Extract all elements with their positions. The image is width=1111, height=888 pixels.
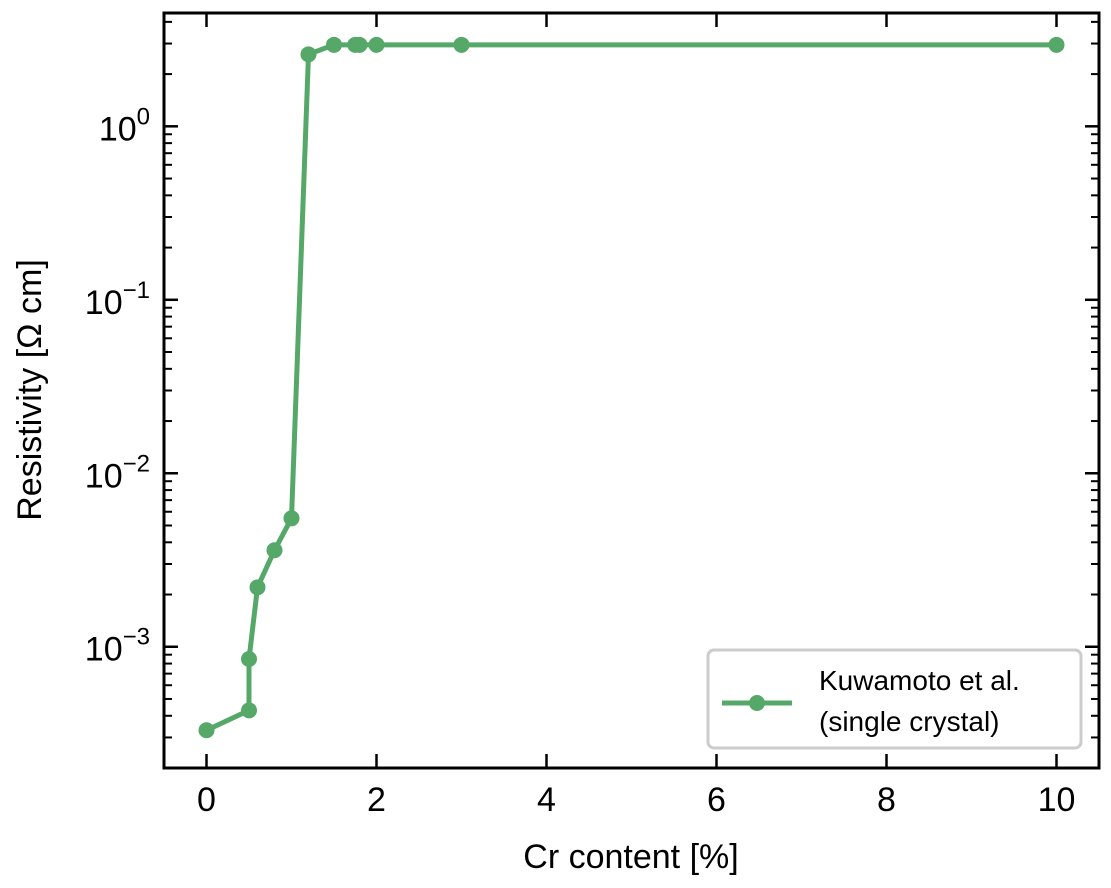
data-point [351, 36, 368, 53]
y-tick-label-exponent: −3 [123, 624, 150, 651]
legend: Kuwamoto et al. (single crystal) [706, 648, 1083, 750]
y-tick-label: 10−2 [85, 450, 150, 495]
data-point [326, 36, 342, 53]
x-tick-label: 6 [707, 781, 726, 819]
plot-area [164, 13, 1099, 768]
y-tick-label-base: 10 [99, 110, 137, 148]
x-tick-label: 2 [367, 781, 386, 819]
data-point [198, 722, 215, 739]
y-tick-label: 10−1 [85, 277, 150, 322]
data-point [453, 36, 470, 53]
plot-frame [162, 11, 1101, 770]
data-point [241, 702, 257, 719]
x-axis-title: Cr content [%] [523, 838, 738, 876]
y-tick-label-base: 10 [85, 631, 123, 669]
data-point [249, 579, 266, 596]
x-tick-label: 0 [197, 781, 216, 819]
y-tick-label: 100 [99, 103, 150, 148]
legend-label-line1: Kuwamoto et al. [819, 665, 1020, 696]
x-tick-label: 4 [537, 781, 556, 819]
y-tick-label-base: 10 [85, 284, 123, 322]
data-point [283, 510, 300, 527]
series-layer [198, 36, 1065, 739]
y-axis-title: Resistivity [Ω cm] [11, 259, 49, 521]
data-point [300, 46, 317, 63]
legend-marker-swatch [749, 695, 765, 711]
data-point [1048, 36, 1065, 53]
y-tick-label-exponent: 0 [137, 103, 150, 130]
y-tick-label: 10−3 [85, 624, 150, 669]
y-tick-label-exponent: −1 [123, 277, 150, 304]
y-tick-label-base: 10 [85, 457, 123, 495]
legend-label-line2: (single crystal) [819, 706, 999, 737]
data-point [368, 36, 385, 53]
legend-box [706, 648, 1083, 750]
y-tick-label-exponent: −2 [123, 450, 150, 477]
x-tick-label: 10 [1038, 781, 1076, 819]
data-point [266, 542, 283, 559]
x-tick-label: 8 [877, 781, 896, 819]
data-point [241, 650, 257, 667]
